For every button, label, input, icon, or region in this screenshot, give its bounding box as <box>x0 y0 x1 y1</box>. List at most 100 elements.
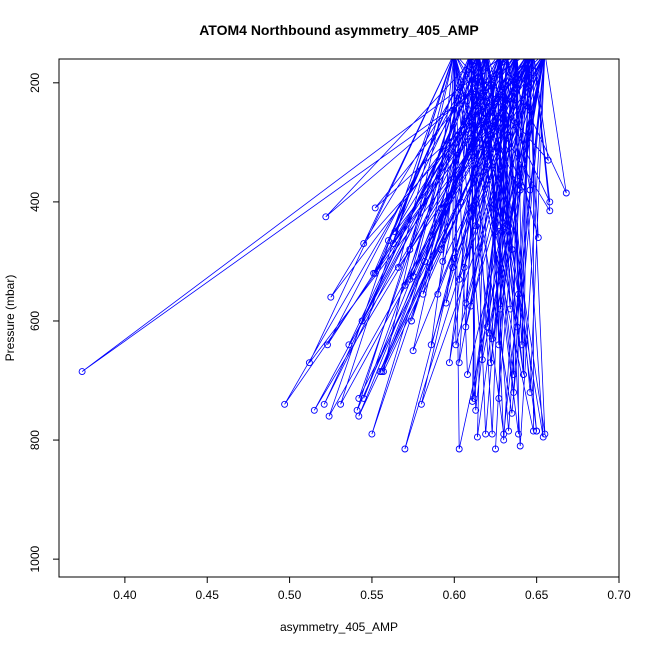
data-point <box>401 445 409 453</box>
data-point <box>305 359 313 367</box>
data-point <box>541 430 549 438</box>
x-axis: 0.40 0.45 0.50 0.55 0.60 0.65 0.70 <box>113 576 631 602</box>
y-tick-label: 600 <box>28 311 42 331</box>
data-point <box>510 371 518 379</box>
data-point <box>472 222 480 230</box>
data-point <box>409 347 417 355</box>
data-point <box>546 207 554 215</box>
data-point <box>345 341 353 349</box>
data-point <box>450 255 458 262</box>
data-point <box>371 204 379 212</box>
data-point <box>455 445 463 453</box>
y-tick-label: 200 <box>28 72 42 92</box>
data-point <box>360 240 368 248</box>
data-point <box>371 269 379 277</box>
plot-area <box>78 59 570 453</box>
data-point <box>473 433 481 441</box>
data-point <box>427 341 435 349</box>
data-point <box>434 290 442 298</box>
data-point <box>455 359 463 367</box>
data-point <box>78 368 86 376</box>
data-point <box>419 290 427 298</box>
data-point <box>470 141 478 149</box>
data-point <box>515 290 522 298</box>
data-point <box>439 257 447 265</box>
data-point <box>324 341 331 349</box>
data-point <box>468 397 476 405</box>
data-point <box>534 234 542 242</box>
data-point <box>508 409 516 417</box>
data-point <box>462 323 470 331</box>
chart-title: ATOM4 Northbound asymmetry_405_AMP <box>199 22 479 38</box>
data-point <box>320 400 328 408</box>
data-point <box>510 388 518 396</box>
data-point <box>337 400 345 408</box>
data-point <box>442 299 450 307</box>
y-axis: 200 400 600 800 1000 <box>28 72 60 572</box>
data-point <box>546 198 554 206</box>
x-tick-label: 0.50 <box>278 588 302 602</box>
data-point <box>384 237 392 245</box>
x-tick-label: 0.40 <box>113 588 137 602</box>
data-point <box>401 281 409 289</box>
data-point <box>495 222 503 230</box>
data-point <box>500 436 508 444</box>
data-point <box>498 228 506 236</box>
data-point <box>492 228 499 236</box>
data-point <box>322 213 330 221</box>
data-point <box>452 341 460 349</box>
y-tick-label: 800 <box>28 430 42 450</box>
data-point <box>516 442 524 450</box>
data-point <box>495 341 503 349</box>
data-point <box>389 240 397 248</box>
data-point <box>460 263 468 271</box>
data-point <box>496 305 504 313</box>
data-point <box>327 293 335 301</box>
data-point <box>421 257 429 265</box>
data-point <box>310 406 318 414</box>
data-point <box>417 400 425 408</box>
x-tick-label: 0.60 <box>443 588 467 602</box>
data-point <box>533 427 541 435</box>
data-point <box>368 430 376 438</box>
data-point <box>437 246 445 253</box>
data-point <box>505 427 513 435</box>
data-point <box>472 406 480 414</box>
data-point <box>355 412 363 420</box>
data-point <box>562 189 570 197</box>
data-point <box>508 246 516 253</box>
y-tick-label: 1000 <box>28 545 42 572</box>
x-tick-label: 0.70 <box>607 588 631 602</box>
data-point <box>360 394 368 402</box>
y-tick-label: 400 <box>28 192 42 212</box>
data-point <box>437 204 445 212</box>
data-point <box>515 430 522 438</box>
y-axis-label: Pressure (mbar) <box>3 275 17 362</box>
data-point <box>406 246 414 253</box>
x-tick-label: 0.65 <box>525 588 549 602</box>
x-tick-label: 0.45 <box>196 588 220 602</box>
data-point <box>529 427 537 435</box>
data-point <box>355 394 363 402</box>
data-point <box>495 394 503 402</box>
data-point <box>408 317 415 325</box>
data-point <box>518 183 526 191</box>
data-point <box>505 222 513 230</box>
data-point <box>406 275 414 283</box>
data-point <box>478 356 486 364</box>
data-point <box>492 445 499 453</box>
x-tick-label: 0.55 <box>360 588 384 602</box>
data-point <box>394 263 402 271</box>
data-point <box>488 335 496 343</box>
data-point <box>526 388 534 396</box>
data-point <box>449 263 457 271</box>
x-axis-label: asymmetry_405_AMP <box>280 620 398 634</box>
data-point <box>445 359 453 367</box>
data-point <box>462 299 470 307</box>
data-point <box>544 156 552 164</box>
data-point <box>526 186 534 194</box>
data-point <box>483 323 491 331</box>
data-point <box>457 198 465 206</box>
data-point <box>358 317 366 325</box>
